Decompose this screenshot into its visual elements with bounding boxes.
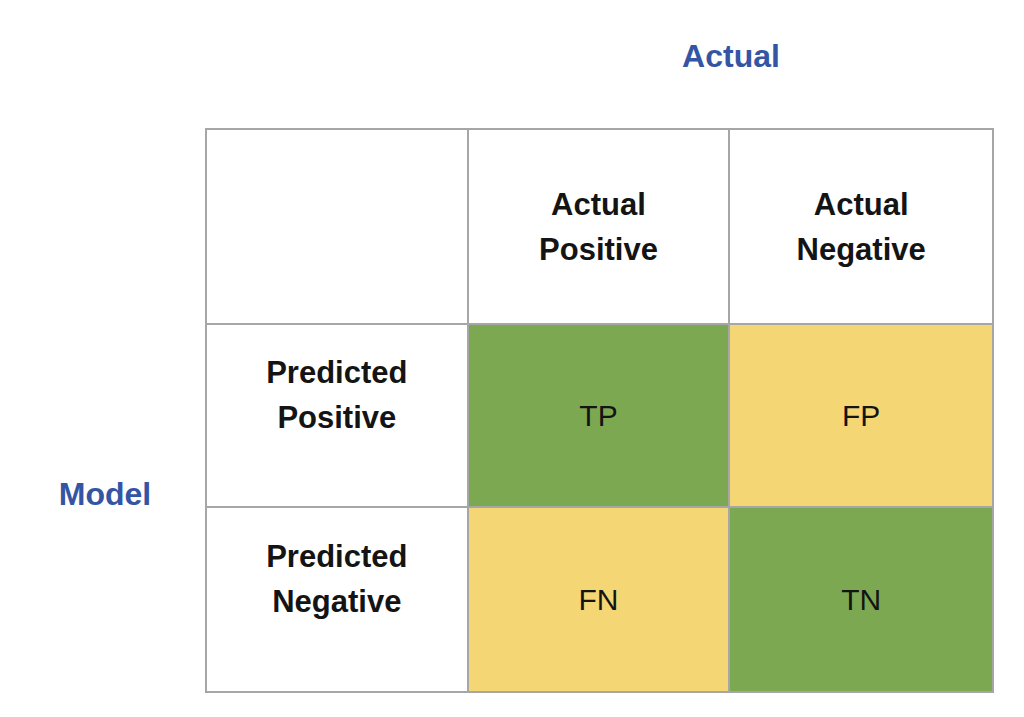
confusion-matrix-page: Actual Model Actual Positive Actual Nega… bbox=[0, 0, 1024, 717]
corner-empty-cell bbox=[207, 130, 469, 325]
cell-true-positive: TP bbox=[469, 325, 731, 508]
row-header-predicted-negative: Predicted Negative bbox=[207, 508, 469, 691]
model-axis-label: Model bbox=[10, 476, 200, 512]
column-header-actual-positive: Actual Positive bbox=[469, 130, 731, 325]
cell-false-negative: FN bbox=[469, 508, 731, 691]
confusion-matrix-table: Actual Positive Actual Negative Predicte… bbox=[205, 128, 994, 693]
column-header-actual-negative: Actual Negative bbox=[730, 130, 992, 325]
cell-false-positive: FP bbox=[730, 325, 992, 508]
cell-true-negative: TN bbox=[730, 508, 992, 691]
actual-axis-label: Actual bbox=[468, 38, 994, 74]
row-header-predicted-positive: Predicted Positive bbox=[207, 325, 469, 508]
